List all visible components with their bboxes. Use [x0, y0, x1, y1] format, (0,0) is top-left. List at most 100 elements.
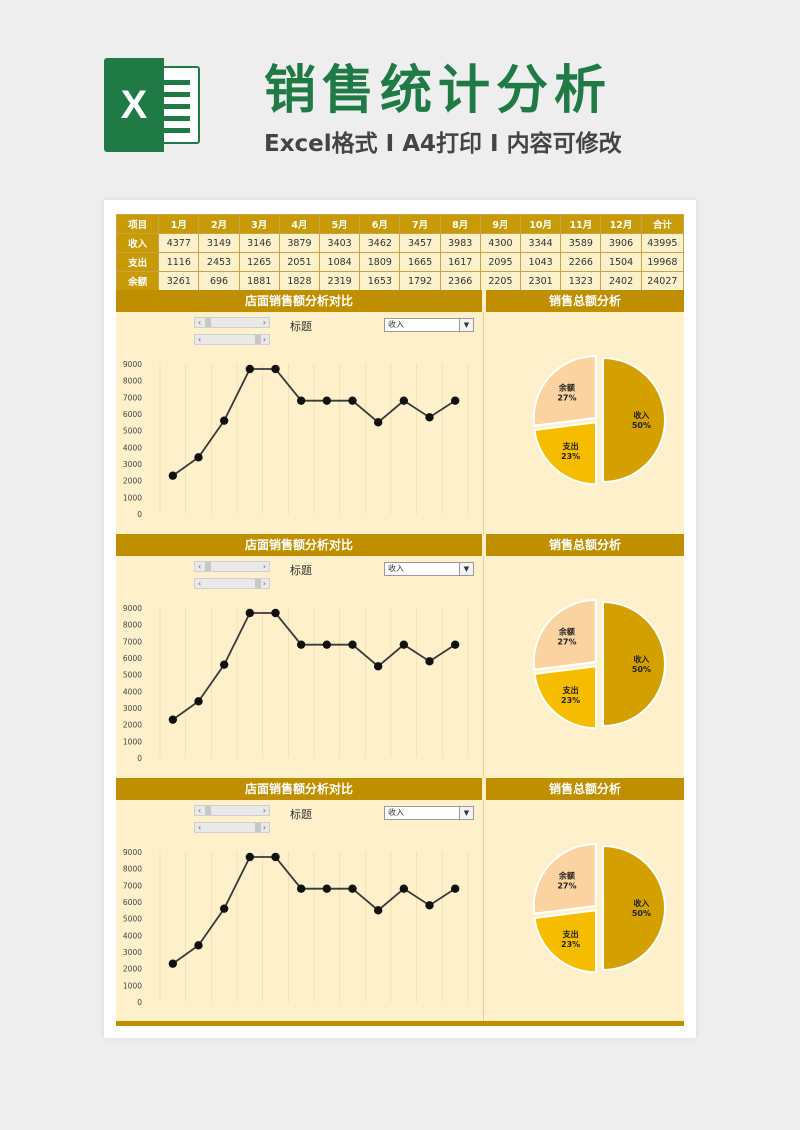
table-cell[interactable]: 4300 — [479, 233, 522, 253]
table-cell[interactable]: 43995 — [640, 233, 685, 253]
row-label[interactable]: 余额 — [115, 271, 160, 291]
scrollbar-control[interactable]: ‹ › — [194, 334, 270, 345]
chevron-left-icon[interactable]: ‹ — [198, 579, 202, 588]
data-point[interactable] — [348, 640, 357, 649]
scrollbar-control[interactable]: ‹ › — [194, 561, 270, 572]
chevron-left-icon[interactable]: ‹ — [198, 562, 202, 571]
data-point[interactable] — [296, 640, 306, 649]
column-header[interactable]: 6月 — [359, 214, 401, 234]
column-header[interactable]: 8月 — [439, 214, 481, 234]
table-cell[interactable]: 2205 — [479, 271, 522, 291]
data-point[interactable] — [245, 364, 255, 374]
data-point[interactable] — [194, 697, 203, 706]
column-header[interactable]: 10月 — [520, 214, 562, 234]
table-cell[interactable]: 2366 — [439, 271, 481, 291]
data-point[interactable] — [168, 715, 178, 724]
column-header[interactable]: 7月 — [399, 214, 441, 234]
chevron-right-icon[interactable]: › — [262, 562, 266, 571]
column-header[interactable]: 3月 — [238, 214, 280, 234]
data-point[interactable] — [348, 396, 357, 405]
scroll-thumb[interactable] — [205, 562, 211, 571]
pie-slice[interactable] — [533, 665, 598, 730]
column-header[interactable]: 11月 — [560, 214, 602, 234]
pie-slice[interactable] — [533, 421, 598, 486]
data-point[interactable] — [194, 453, 203, 462]
data-point[interactable] — [168, 471, 178, 480]
table-cell[interactable]: 4377 — [158, 233, 200, 253]
table-cell[interactable]: 3906 — [600, 233, 642, 253]
table-cell[interactable]: 1653 — [359, 271, 401, 291]
data-point[interactable] — [373, 418, 383, 427]
pie-slice[interactable] — [533, 909, 598, 974]
data-point[interactable] — [271, 608, 280, 618]
column-header[interactable]: 12月 — [600, 214, 642, 234]
data-point[interactable] — [450, 640, 460, 649]
chevron-down-icon[interactable]: ▼ — [459, 807, 473, 819]
data-point[interactable] — [271, 364, 280, 374]
data-point[interactable] — [399, 640, 409, 649]
table-cell[interactable]: 2095 — [479, 252, 522, 272]
column-header[interactable]: 项目 — [115, 214, 160, 234]
pie-slice[interactable] — [532, 843, 597, 915]
data-point[interactable] — [219, 416, 229, 425]
data-point[interactable] — [373, 662, 383, 671]
chevron-right-icon[interactable]: › — [262, 579, 266, 588]
data-point[interactable] — [271, 852, 280, 862]
chevron-left-icon[interactable]: ‹ — [198, 318, 202, 327]
data-point[interactable] — [322, 396, 332, 405]
table-cell[interactable]: 1809 — [359, 252, 401, 272]
column-header[interactable]: 4月 — [278, 214, 321, 234]
scroll-thumb[interactable] — [205, 806, 211, 815]
table-cell[interactable]: 19968 — [640, 252, 685, 272]
table-cell[interactable]: 1665 — [399, 252, 441, 272]
scroll-thumb[interactable] — [205, 318, 211, 327]
table-cell[interactable]: 3149 — [198, 233, 240, 253]
table-cell[interactable]: 3983 — [439, 233, 481, 253]
table-cell[interactable]: 2266 — [560, 252, 602, 272]
data-point[interactable] — [219, 660, 229, 669]
table-cell[interactable]: 1792 — [399, 271, 441, 291]
table-cell[interactable]: 3344 — [520, 233, 562, 253]
data-point[interactable] — [425, 901, 434, 910]
table-cell[interactable]: 1265 — [238, 252, 280, 272]
table-cell[interactable]: 1323 — [560, 271, 602, 291]
chevron-left-icon[interactable]: ‹ — [198, 335, 202, 344]
chevron-right-icon[interactable]: › — [262, 335, 266, 344]
data-point[interactable] — [450, 884, 460, 893]
chevron-down-icon[interactable]: ▼ — [459, 563, 473, 575]
data-point[interactable] — [245, 608, 255, 618]
data-point[interactable] — [322, 640, 332, 649]
data-point[interactable] — [296, 396, 306, 405]
table-cell[interactable]: 3589 — [560, 233, 602, 253]
scrollbar-control[interactable]: ‹ › — [194, 805, 270, 816]
series-select[interactable]: 收入 ▼ — [384, 318, 474, 332]
data-point[interactable] — [450, 396, 460, 405]
table-cell[interactable]: 3462 — [359, 233, 401, 253]
chevron-down-icon[interactable]: ▼ — [459, 319, 473, 331]
data-point[interactable] — [245, 852, 255, 862]
column-header[interactable]: 合计 — [640, 214, 685, 234]
table-cell[interactable]: 1043 — [520, 252, 562, 272]
table-cell[interactable]: 2319 — [319, 271, 361, 291]
column-header[interactable]: 5月 — [319, 214, 361, 234]
table-cell[interactable]: 1116 — [158, 252, 200, 272]
column-header[interactable]: 1月 — [158, 214, 200, 234]
scrollbar-control[interactable]: ‹ › — [194, 578, 270, 589]
table-cell[interactable]: 696 — [198, 271, 240, 291]
table-cell[interactable]: 1881 — [238, 271, 280, 291]
chevron-right-icon[interactable]: › — [262, 823, 266, 832]
scroll-thumb[interactable] — [255, 579, 261, 588]
table-cell[interactable]: 3879 — [278, 233, 321, 253]
table-cell[interactable]: 2051 — [278, 252, 321, 272]
pie-slice[interactable] — [602, 356, 666, 484]
row-label[interactable]: 收入 — [115, 233, 160, 253]
table-cell[interactable]: 3457 — [399, 233, 441, 253]
pie-slice[interactable] — [532, 355, 597, 427]
scroll-thumb[interactable] — [255, 823, 261, 832]
chevron-left-icon[interactable]: ‹ — [198, 806, 202, 815]
data-point[interactable] — [296, 884, 306, 893]
series-select[interactable]: 收入 ▼ — [384, 562, 474, 576]
table-cell[interactable]: 2402 — [600, 271, 642, 291]
chevron-right-icon[interactable]: › — [262, 318, 266, 327]
data-point[interactable] — [348, 884, 357, 893]
